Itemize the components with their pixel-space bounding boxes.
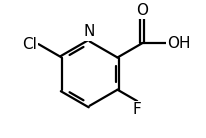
Text: O: O xyxy=(136,3,148,18)
Text: N: N xyxy=(84,24,95,39)
Text: OH: OH xyxy=(167,36,191,51)
Text: Cl: Cl xyxy=(22,37,37,52)
Text: F: F xyxy=(133,102,142,117)
